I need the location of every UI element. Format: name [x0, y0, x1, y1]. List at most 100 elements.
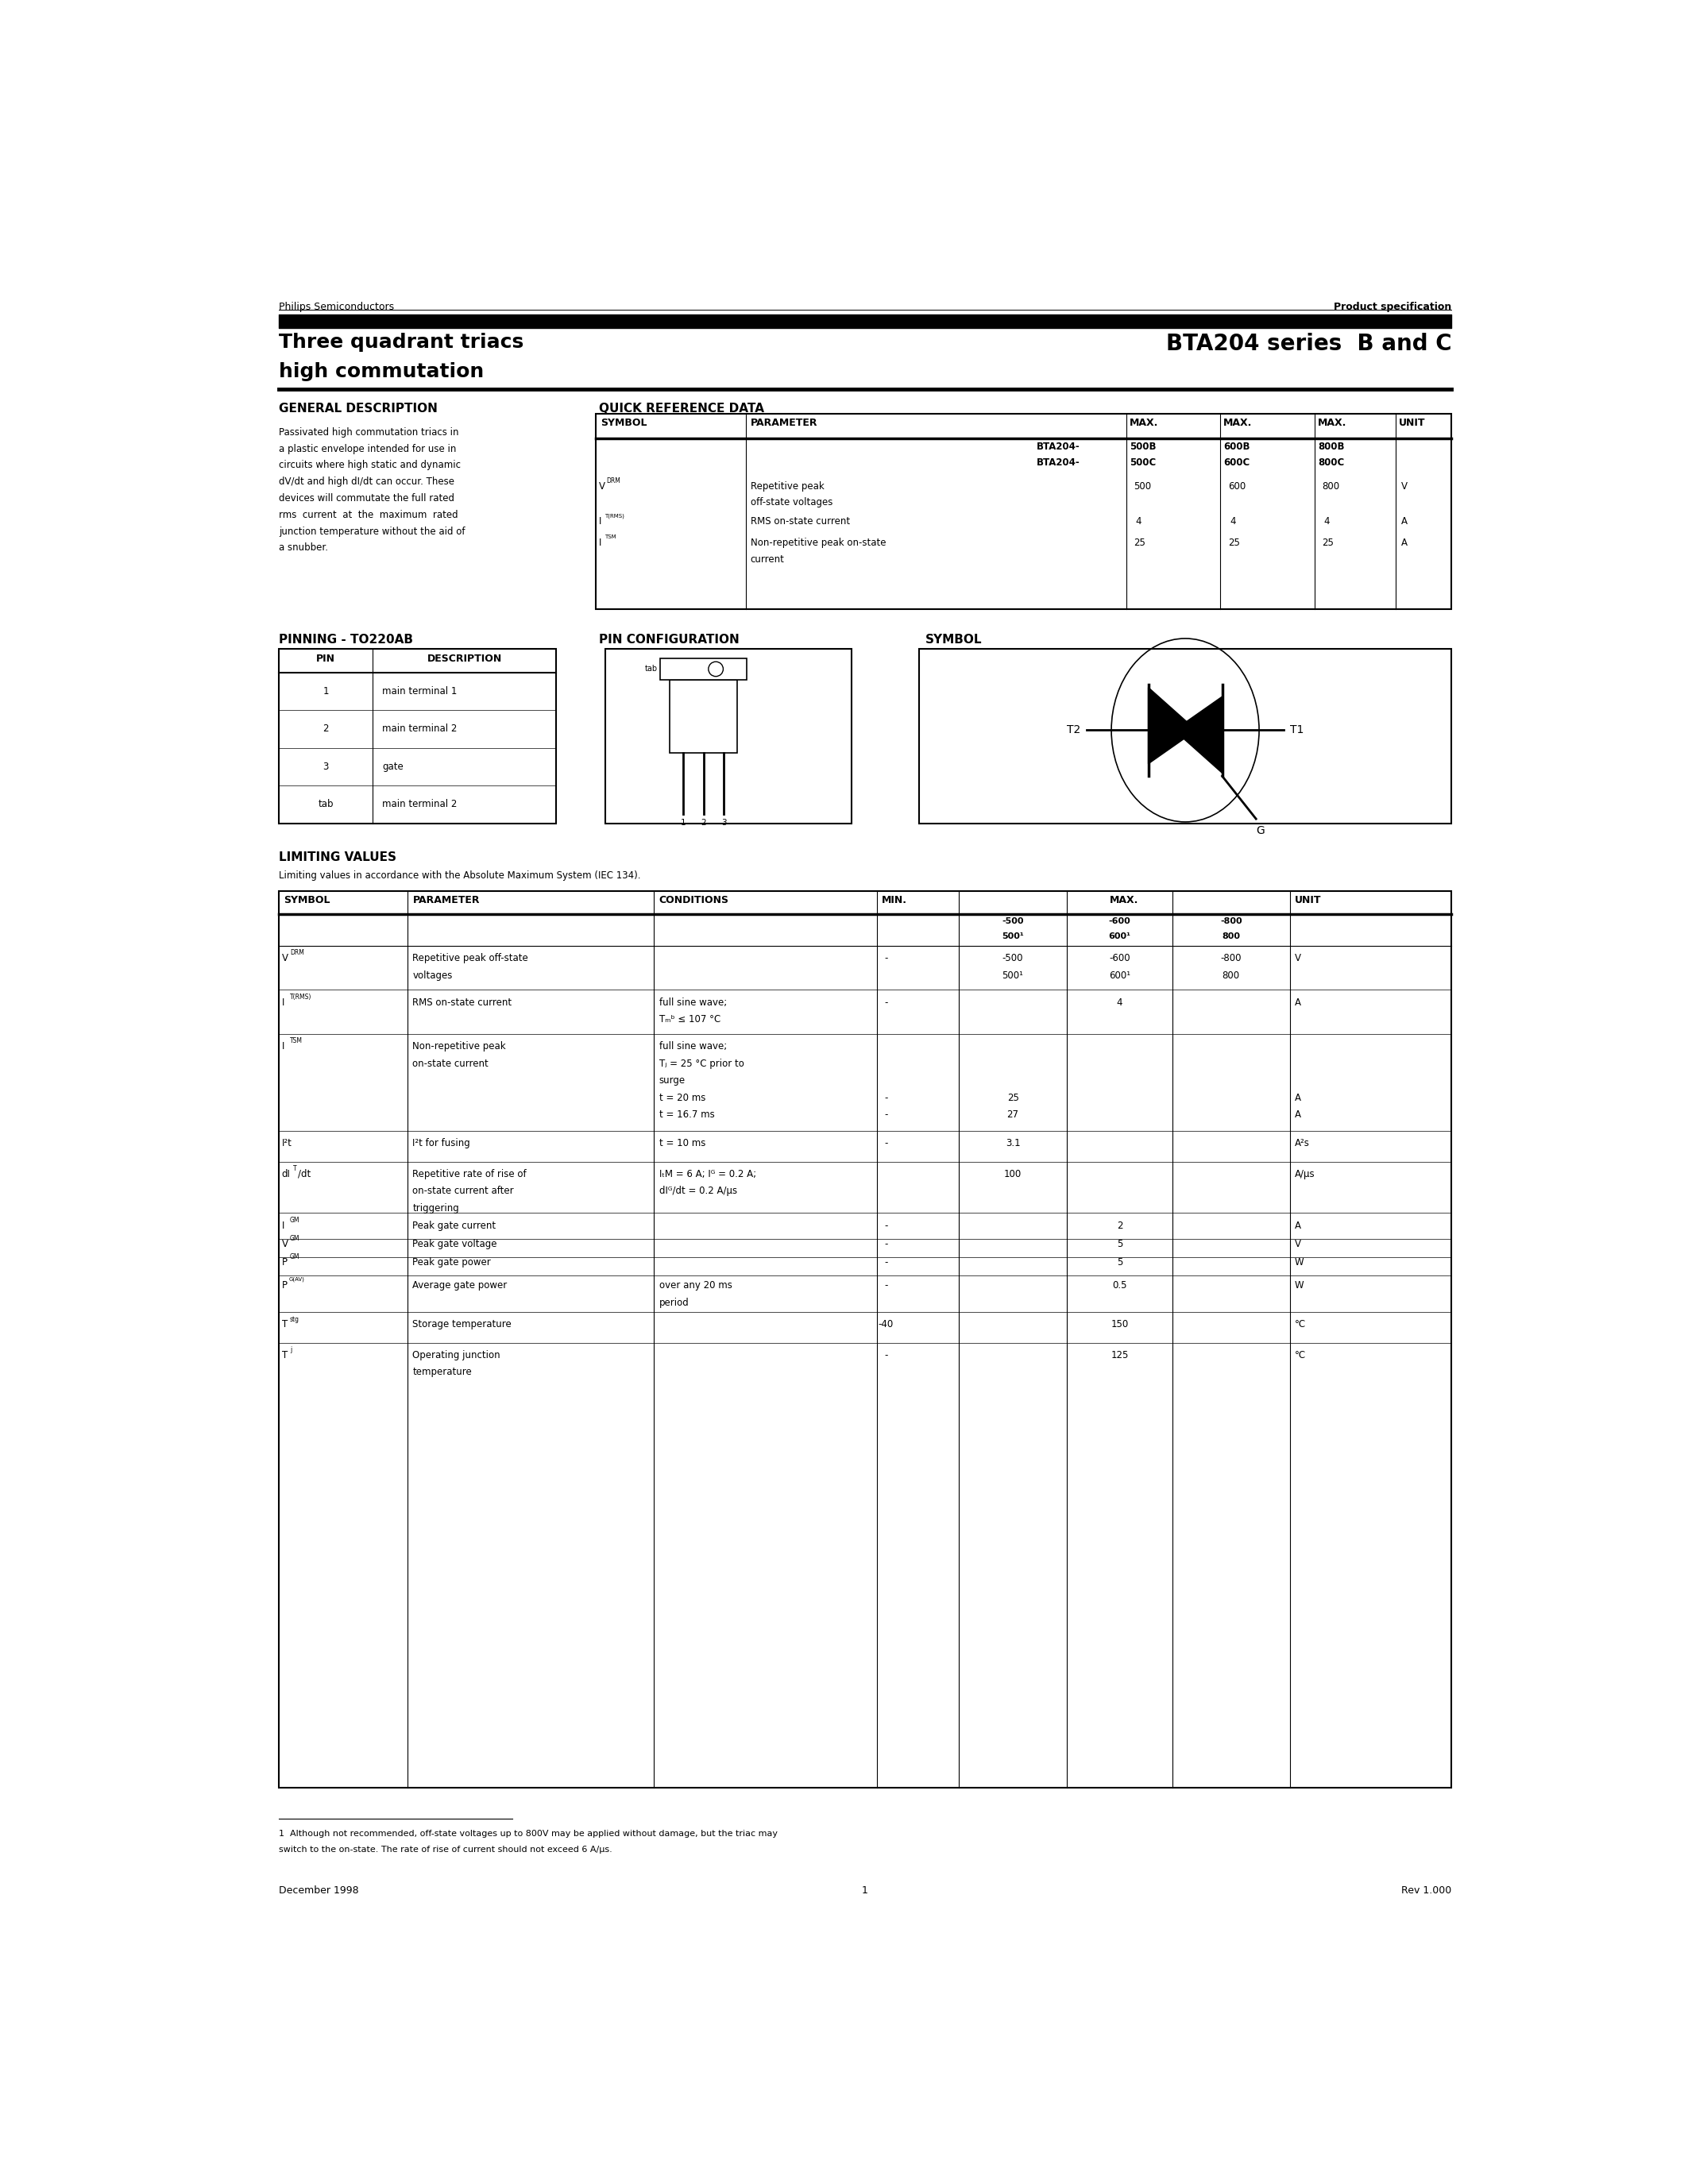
- Text: 800: 800: [1322, 480, 1340, 491]
- Text: °C: °C: [1295, 1319, 1307, 1330]
- Text: 25: 25: [1134, 537, 1146, 548]
- Text: -40: -40: [878, 1319, 893, 1330]
- Text: UNIT: UNIT: [1399, 417, 1426, 428]
- Text: main terminal 2: main terminal 2: [381, 723, 457, 734]
- Text: 27: 27: [1008, 1109, 1020, 1120]
- Bar: [670, 679, 738, 753]
- Text: 2: 2: [1116, 1221, 1123, 1230]
- Text: -500: -500: [1003, 917, 1025, 926]
- Text: December 1998: December 1998: [279, 1885, 358, 1896]
- Text: -500: -500: [1003, 952, 1023, 963]
- Text: W: W: [1295, 1280, 1303, 1291]
- Text: dIᴳ/dt = 0.2 A/µs: dIᴳ/dt = 0.2 A/µs: [658, 1186, 738, 1197]
- Text: I: I: [599, 537, 601, 548]
- Text: V: V: [1295, 1238, 1301, 1249]
- Text: 5: 5: [1117, 1238, 1123, 1249]
- Text: 25: 25: [1008, 1092, 1020, 1103]
- Text: tab: tab: [317, 799, 334, 810]
- Text: t = 10 ms: t = 10 ms: [658, 1138, 706, 1149]
- Text: MIN.: MIN.: [881, 895, 906, 906]
- Text: BTA204-: BTA204-: [1036, 441, 1080, 452]
- Text: devices will commutate the full rated: devices will commutate the full rated: [279, 494, 454, 505]
- Text: T: T: [294, 1166, 297, 1173]
- Text: Repetitive peak: Repetitive peak: [751, 480, 824, 491]
- Text: A: A: [1295, 998, 1301, 1007]
- Text: T: T: [282, 1350, 287, 1361]
- Text: 25: 25: [1322, 537, 1334, 548]
- Text: SYMBOL: SYMBOL: [601, 417, 647, 428]
- Text: Peak gate voltage: Peak gate voltage: [412, 1238, 498, 1249]
- Text: °C: °C: [1295, 1350, 1307, 1361]
- Text: I: I: [282, 1221, 285, 1230]
- Text: -800: -800: [1220, 917, 1242, 926]
- Text: -: -: [885, 1238, 888, 1249]
- Text: Product specification: Product specification: [1334, 301, 1452, 312]
- Text: circuits where high static and dynamic: circuits where high static and dynamic: [279, 461, 461, 470]
- Text: UNIT: UNIT: [1295, 895, 1322, 906]
- Text: -: -: [885, 1350, 888, 1361]
- Text: V: V: [1401, 480, 1408, 491]
- Text: GENERAL DESCRIPTION: GENERAL DESCRIPTION: [279, 402, 437, 415]
- Text: PIN: PIN: [316, 653, 336, 664]
- Text: Storage temperature: Storage temperature: [412, 1319, 511, 1330]
- Text: A: A: [1401, 537, 1408, 548]
- Text: rms  current  at  the  maximum  rated: rms current at the maximum rated: [279, 509, 457, 520]
- Text: Tₘᵇ ≤ 107 °C: Tₘᵇ ≤ 107 °C: [658, 1013, 721, 1024]
- Text: main terminal 1: main terminal 1: [381, 686, 457, 697]
- Text: P: P: [282, 1280, 287, 1291]
- Text: DESCRIPTION: DESCRIPTION: [427, 653, 501, 664]
- Text: full sine wave;: full sine wave;: [658, 998, 726, 1007]
- Text: V: V: [282, 1238, 289, 1249]
- Text: MAX.: MAX.: [1109, 895, 1139, 906]
- Text: TSM: TSM: [290, 1037, 302, 1044]
- Text: t = 16.7 ms: t = 16.7 ms: [658, 1109, 714, 1120]
- Text: Non-repetitive peak: Non-repetitive peak: [412, 1042, 506, 1051]
- Bar: [596, 413, 1452, 609]
- Text: 4: 4: [1136, 515, 1141, 526]
- Text: A: A: [1295, 1109, 1301, 1120]
- Bar: [279, 891, 1452, 1789]
- Text: G(AV): G(AV): [289, 1278, 306, 1282]
- Text: main terminal 2: main terminal 2: [381, 799, 457, 810]
- Text: 800: 800: [1222, 970, 1239, 981]
- Text: I: I: [282, 998, 285, 1007]
- Polygon shape: [1175, 697, 1222, 773]
- Text: RMS on-state current: RMS on-state current: [751, 515, 849, 526]
- Text: A: A: [1295, 1092, 1301, 1103]
- Text: DRM: DRM: [290, 950, 304, 957]
- Text: j: j: [290, 1345, 292, 1354]
- Text: -800: -800: [1220, 952, 1242, 963]
- Text: -: -: [885, 952, 888, 963]
- Text: QUICK REFERENCE DATA: QUICK REFERENCE DATA: [599, 402, 765, 415]
- Text: PIN CONFIGURATION: PIN CONFIGURATION: [599, 633, 739, 646]
- Text: W: W: [1295, 1258, 1303, 1267]
- Text: Passivated high commutation triacs in: Passivated high commutation triacs in: [279, 428, 459, 437]
- Text: -: -: [885, 998, 888, 1007]
- Text: LIMITING VALUES: LIMITING VALUES: [279, 852, 397, 863]
- Text: 600¹: 600¹: [1109, 933, 1131, 941]
- Text: Repetitive rate of rise of: Repetitive rate of rise of: [412, 1168, 527, 1179]
- Text: temperature: temperature: [412, 1367, 473, 1378]
- Text: 4: 4: [1229, 515, 1236, 526]
- Text: junction temperature without the aid of: junction temperature without the aid of: [279, 526, 464, 537]
- Text: Philips Semiconductors: Philips Semiconductors: [279, 301, 393, 312]
- Text: tab: tab: [645, 666, 657, 673]
- Text: V: V: [282, 952, 289, 963]
- Text: V: V: [1295, 952, 1301, 963]
- Text: 125: 125: [1111, 1350, 1129, 1361]
- Text: V: V: [599, 480, 606, 491]
- Text: I²t: I²t: [282, 1138, 292, 1149]
- Text: current: current: [751, 555, 785, 566]
- Text: -600: -600: [1109, 952, 1131, 963]
- Text: Peak gate current: Peak gate current: [412, 1221, 496, 1230]
- Text: 800C: 800C: [1318, 459, 1344, 467]
- Text: 3.1: 3.1: [1006, 1138, 1020, 1149]
- Text: A: A: [1401, 515, 1408, 526]
- Text: 1: 1: [322, 686, 329, 697]
- Text: CONDITIONS: CONDITIONS: [658, 895, 729, 906]
- Text: 4: 4: [1116, 998, 1123, 1007]
- Text: T2: T2: [1067, 725, 1080, 736]
- Text: -: -: [885, 1092, 888, 1103]
- Text: a snubber.: a snubber.: [279, 544, 327, 553]
- Text: Rev 1.000: Rev 1.000: [1401, 1885, 1452, 1896]
